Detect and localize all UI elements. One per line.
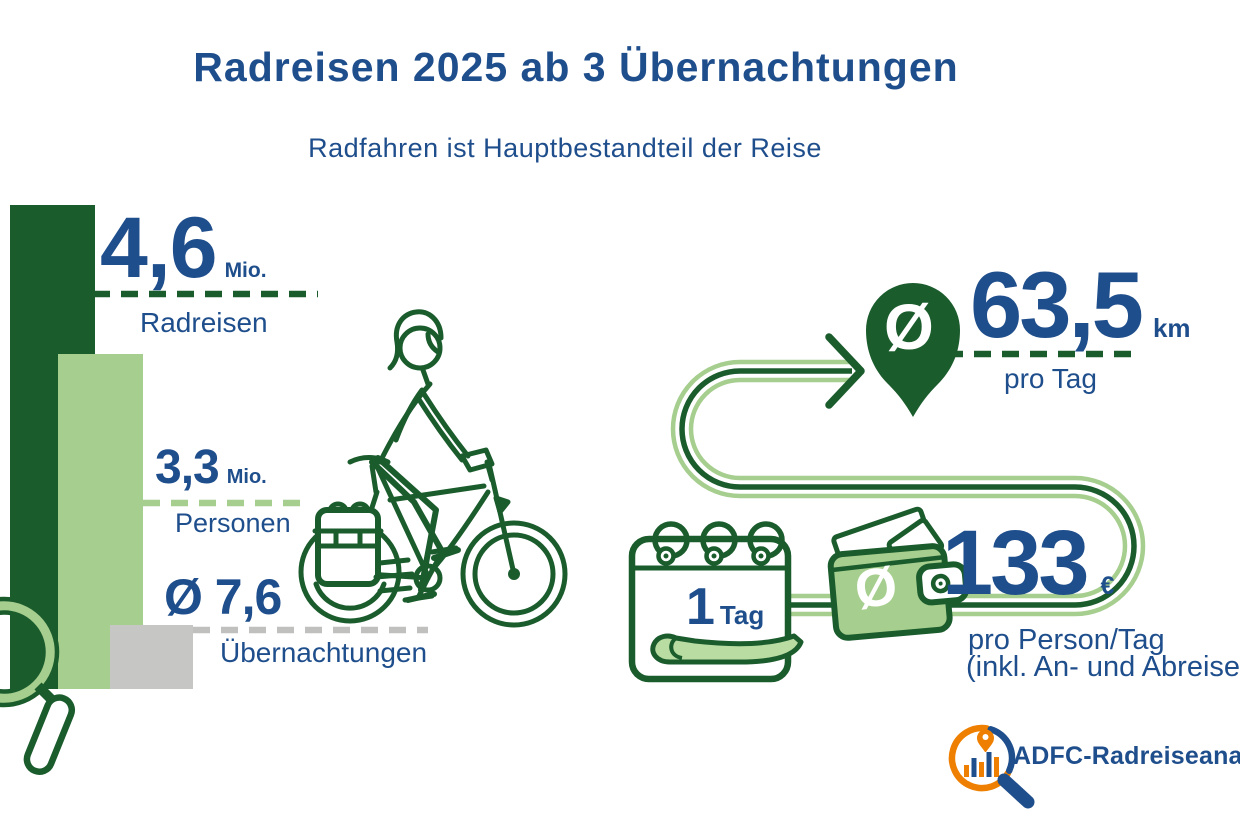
stat-personen-label: Personen <box>175 508 291 538</box>
stat-distance-label: pro Tag <box>1004 363 1097 394</box>
wallet-icon <box>827 506 970 641</box>
page-subtitle: Radfahren ist Hauptbestandteil der Reise <box>308 133 822 163</box>
pannier-bag-icon <box>312 501 384 587</box>
stat-cost: 133 € <box>942 517 1114 609</box>
stat-distance-value: 63,5 <box>970 252 1144 357</box>
bar-uebernachtungen <box>110 625 193 689</box>
tear-off-calendar-icon <box>628 521 804 683</box>
logo-bars <box>964 752 999 777</box>
page-title: Radreisen 2025 ab 3 Übernachtungen <box>193 44 959 90</box>
stat-uebernachtungen-label: Übernachtungen <box>220 637 428 668</box>
stat-distance-unit: km <box>1152 313 1191 343</box>
wallet-average-symbol: Ø <box>851 555 901 621</box>
stat-personen-unit: Mio. <box>226 466 267 488</box>
stat-radreisen-label: Radreisen <box>140 307 268 338</box>
frame-bag <box>493 495 511 515</box>
stat-radreisen-unit: Mio. <box>224 259 267 282</box>
stat-personen: 3,3 Mio. <box>155 444 267 492</box>
brand-name: ADFC-Radreiseanalyse <box>1013 742 1240 770</box>
stat-uebernachtungen: Ø 7,6 <box>164 569 282 625</box>
stat-duration-unit: Tag <box>719 600 765 630</box>
cyclist-icon <box>298 309 568 628</box>
stat-uebernachtungen-value: Ø 7,6 <box>164 569 282 625</box>
stat-radreisen-value: 4,6 <box>100 200 218 296</box>
logo-pin-icon <box>977 729 994 752</box>
stat-personen-value: 3,3 <box>155 441 220 494</box>
pin-average-symbol: Ø <box>884 291 934 363</box>
route-path <box>670 359 1146 617</box>
stat-cost-value: 133 <box>942 512 1089 614</box>
stat-cost-label: pro Person/Tag <box>968 624 1165 656</box>
arrow-right-icon <box>825 333 865 409</box>
stat-duration: 1 Tag <box>686 581 764 633</box>
front-wheel <box>460 520 568 628</box>
stat-cost-sublabel: (inkl. An- und Abreise) <box>966 651 1240 683</box>
magnifying-glass-icon <box>0 596 76 775</box>
map-pin-icon <box>866 283 960 417</box>
stat-cost-unit: € <box>1100 572 1115 600</box>
stat-distance: 63,5 km <box>970 258 1191 352</box>
adfc-magnifier-logo <box>948 724 1035 809</box>
stat-duration-value: 1 <box>686 578 715 636</box>
stat-radreisen: 4,6 Mio. <box>100 205 267 291</box>
calendar-page-curl <box>650 633 804 665</box>
